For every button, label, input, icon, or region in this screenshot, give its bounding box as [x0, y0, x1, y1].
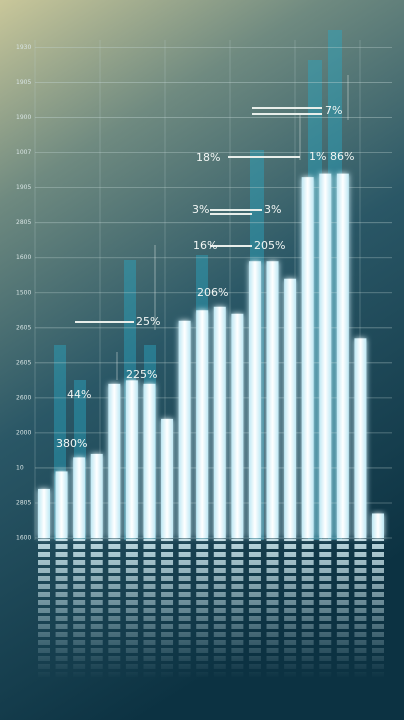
y-tick-label: 2605 [16, 324, 31, 331]
y-tick-label: 1500 [16, 289, 31, 296]
bar-reflection [90, 539, 103, 679]
bar [125, 380, 138, 538]
bar-reflection [248, 539, 261, 679]
y-tick-label: 2000 [16, 429, 31, 436]
bar-reflection [372, 539, 384, 679]
bar-reflection [161, 539, 174, 679]
bar-reflection [196, 539, 209, 679]
bar [143, 383, 156, 538]
bar [90, 453, 103, 538]
bar [178, 320, 191, 538]
bar-reflection [354, 539, 367, 679]
bar-reflection [231, 539, 244, 679]
bar-reflection [266, 539, 279, 679]
y-tick-label: 1007 [16, 149, 31, 156]
bar [354, 338, 367, 538]
annotation: 16% [193, 239, 217, 252]
y-tick-label: 1905 [16, 184, 31, 191]
annotation: 25% [136, 315, 160, 328]
y-tick-label: 2600 [16, 394, 31, 401]
bar-reflection [38, 539, 50, 679]
y-tick-label: 1930 [16, 44, 31, 51]
bar [196, 310, 209, 538]
y-tick-label: 1900 [16, 114, 31, 121]
bar-reflection [336, 539, 349, 679]
annotation: 7% [325, 104, 342, 117]
bar [231, 313, 244, 538]
bar [301, 177, 314, 538]
bar-reflection [108, 539, 121, 679]
bar-reflection [301, 539, 314, 679]
annotation: 225% [126, 368, 157, 381]
y-tick-label: 1600 [16, 535, 31, 542]
y-tick-label: 1905 [16, 79, 31, 86]
bar [213, 306, 226, 538]
bar-reflection [55, 539, 68, 679]
annotation: 380% [56, 437, 87, 450]
bar [161, 418, 174, 538]
y-tick-label: 2605 [16, 359, 31, 366]
bar [266, 261, 279, 538]
bar [38, 488, 50, 538]
bar [108, 383, 121, 538]
bar [319, 173, 332, 539]
annotation: 206% [197, 286, 228, 299]
annotation: 1% 86% [309, 150, 354, 163]
y-tick-label: 10 [16, 464, 24, 471]
bar [372, 513, 384, 538]
bar-reflection [73, 539, 86, 679]
bar-reflection [125, 539, 138, 679]
annotation: 205% [254, 239, 285, 252]
annotation: 3% [264, 203, 281, 216]
bar-reflection [284, 539, 297, 679]
bar [73, 457, 86, 538]
bar-reflection [319, 539, 332, 679]
y-tick-label: 2805 [16, 219, 31, 226]
bar [248, 261, 261, 538]
y-tick-label: 1600 [16, 254, 31, 261]
bar-reflection [143, 539, 156, 679]
annotation: 3% [192, 203, 209, 216]
y-tick-label: 2805 [16, 499, 31, 506]
bar [55, 471, 68, 538]
annotation: 44% [67, 388, 91, 401]
bar-reflection [178, 539, 191, 679]
annotation: 18% [196, 151, 220, 164]
bar [336, 173, 349, 539]
bar-reflection [213, 539, 226, 679]
bar [284, 278, 297, 538]
